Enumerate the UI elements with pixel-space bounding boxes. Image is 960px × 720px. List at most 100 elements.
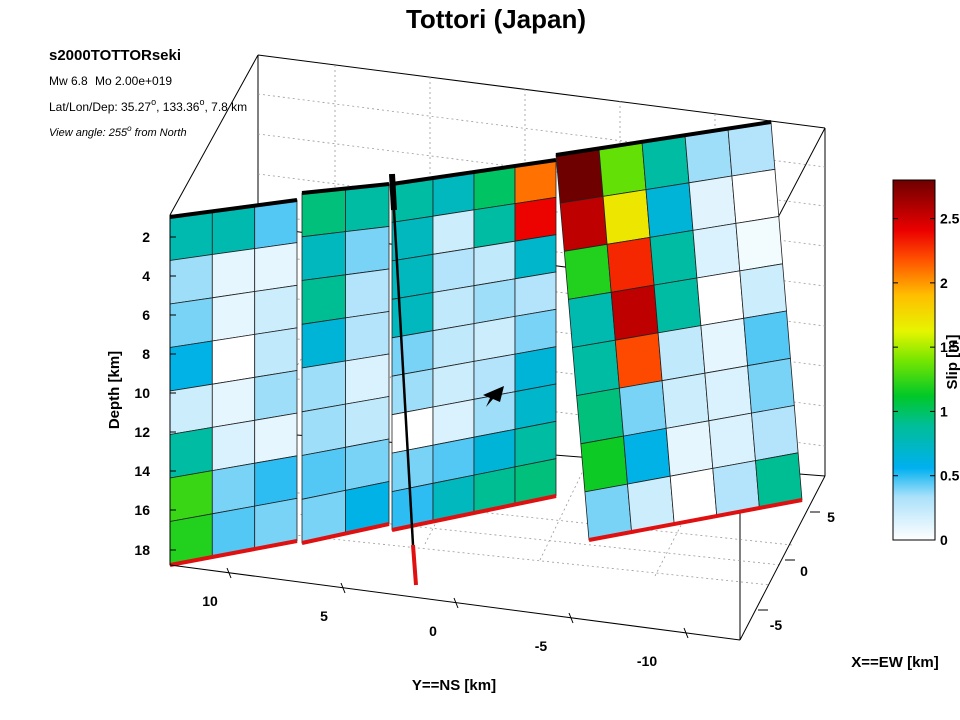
slip-cell xyxy=(473,315,516,362)
ns-tick-label: 0 xyxy=(429,623,437,639)
depth-axis: 2 4 6 8 10 12 14 16 18 xyxy=(134,229,176,558)
ew-axis-label: X==EW [km] xyxy=(851,654,939,671)
slip-cell xyxy=(665,420,714,477)
slip-cell xyxy=(572,339,620,397)
slip-cell xyxy=(301,274,346,325)
fault-top-edge xyxy=(169,198,298,219)
fault-bottom-edge xyxy=(391,494,557,532)
moment-label: Mo 2.00e+019 xyxy=(95,74,172,88)
degree-sup-2: o xyxy=(199,97,204,107)
slip-cell xyxy=(473,203,516,249)
box-edge xyxy=(257,54,826,129)
view-suffix: from North xyxy=(132,127,187,139)
slip-cell xyxy=(708,412,756,469)
colorbar: 0 0.5 1 1.5 2 2.5 Slip [m] xyxy=(892,179,960,548)
colorbar-tick-label: 2 xyxy=(940,275,948,291)
slip-cell xyxy=(555,147,604,204)
view-prefix: View angle: 255 xyxy=(49,127,128,139)
slip-cell xyxy=(743,310,791,367)
ns-tick-mark xyxy=(683,627,689,639)
fault-top-edge xyxy=(301,182,390,195)
depth-tick-label: 10 xyxy=(134,385,150,401)
fault-top-edge xyxy=(555,120,772,157)
depth-tick-label: 16 xyxy=(134,502,150,518)
ew-tick-label: -5 xyxy=(770,617,783,633)
slip-cell xyxy=(598,141,647,197)
slip-cell xyxy=(345,268,390,319)
slip-cell xyxy=(345,226,390,276)
box-edge xyxy=(739,475,826,641)
colorbar-tick-label: 1 xyxy=(940,403,948,419)
slip-cell xyxy=(432,285,475,332)
info-block: s2000TOTTORseki Mw 6.8 Mo 2.00e+019 Lat/… xyxy=(49,47,247,139)
box-edge xyxy=(169,564,741,641)
depth-axis-label: Depth [km] xyxy=(106,351,123,429)
colorbar-tick-label: 0.5 xyxy=(940,468,960,484)
slip-cell xyxy=(567,291,616,348)
slip-cell xyxy=(391,330,434,377)
slip-cell xyxy=(610,284,659,341)
ns-tick-mark xyxy=(453,597,459,609)
location-suffix: , 7.8 km xyxy=(205,100,248,114)
ns-tick-label: 5 xyxy=(320,608,328,624)
fault-edges xyxy=(169,120,803,586)
depth-tick-label: 8 xyxy=(142,346,150,362)
slip-cell xyxy=(301,360,346,413)
magnitude-label: Mw 6.8 xyxy=(49,74,88,88)
segment-1 xyxy=(169,199,298,566)
ns-tick-mark xyxy=(226,567,232,579)
slip-cell xyxy=(301,188,346,238)
slip-cell xyxy=(688,175,737,231)
slip-cell xyxy=(653,277,702,334)
fault-bottom-edge xyxy=(301,522,390,545)
ns-tick-mark xyxy=(568,612,574,624)
slip-cell xyxy=(345,353,390,405)
slip-cell xyxy=(576,387,624,445)
colorbar-tick-label: 0 xyxy=(940,532,948,548)
slip-cell xyxy=(739,263,787,319)
slip-cell xyxy=(563,243,612,300)
slip-cell xyxy=(169,340,213,392)
slip-cell xyxy=(514,271,557,317)
slip-cell xyxy=(254,370,298,421)
slip-cell xyxy=(645,182,694,238)
slip-cell xyxy=(661,372,710,429)
slip-cell xyxy=(649,229,698,286)
slip-cell xyxy=(254,242,298,292)
slip-cell xyxy=(211,205,256,255)
slip-cell xyxy=(735,216,784,272)
segment-2 xyxy=(301,183,390,544)
box-edge xyxy=(169,54,259,216)
ns-axis: 10 5 0 -5 -10 xyxy=(202,567,689,669)
slip-cell xyxy=(169,254,213,305)
colorbar-ticks: 0 0.5 1 1.5 2 2.5 xyxy=(893,211,960,548)
depth-tick-label: 14 xyxy=(134,463,150,479)
slip-cell xyxy=(692,222,741,279)
slip-cell xyxy=(514,234,557,280)
slip-cell xyxy=(641,134,690,191)
grid-line xyxy=(539,393,621,561)
ew-tick-label: 0 xyxy=(800,563,808,579)
slip-cell xyxy=(432,247,475,293)
colorbar-tick-label: 2.5 xyxy=(940,211,960,227)
slip-cell xyxy=(580,435,628,493)
segment-3 xyxy=(391,159,557,531)
depth-tick-label: 6 xyxy=(142,307,150,323)
slip-cell xyxy=(432,209,475,255)
slip-cell xyxy=(473,240,516,287)
slip-cell xyxy=(211,419,256,472)
ns-tick-mark xyxy=(340,582,346,594)
slip-cell xyxy=(211,291,256,342)
slip-cell xyxy=(211,376,256,428)
location-label: Lat/Lon/Dep: 35.27o, 133.36o, 7.8 km xyxy=(49,97,247,114)
slip-cell xyxy=(514,308,557,355)
depth-tick-label: 2 xyxy=(142,229,150,245)
depth-tick-label: 12 xyxy=(134,424,150,440)
slip-cell xyxy=(254,455,298,507)
fault-strike-marker xyxy=(389,173,397,211)
slip-cell xyxy=(169,210,213,261)
chart-title: Tottori (Japan) xyxy=(406,4,586,34)
view-angle-label: View angle: 255o from North xyxy=(49,124,187,139)
colorbar-scale xyxy=(892,179,936,541)
slip-cell xyxy=(559,195,608,252)
